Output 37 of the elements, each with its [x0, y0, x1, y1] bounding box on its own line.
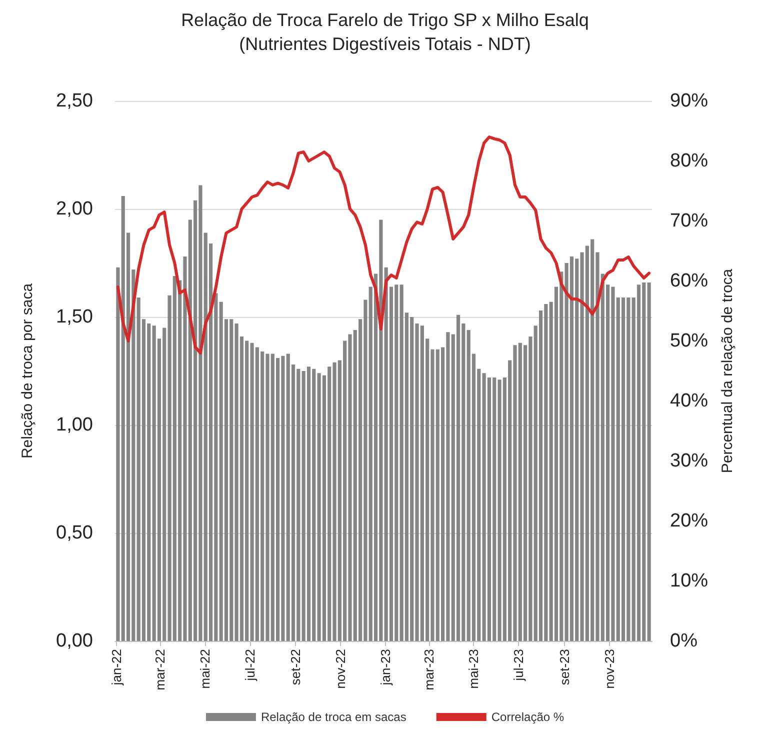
- x-tick-label: set-22: [288, 649, 303, 686]
- y-tick-label: 0,00: [56, 630, 93, 652]
- y2-axis-title: Percentual da relação de troca: [719, 268, 736, 474]
- chart-subtitle: (Nutrientes Digestíveis Totais - NDT): [239, 34, 531, 54]
- y2-tick-label: 10%: [670, 570, 708, 592]
- bar: [116, 267, 120, 641]
- y-tick-label: 2,00: [56, 198, 93, 220]
- y2-tick-label: 70%: [670, 210, 708, 232]
- x-tick-label: nov-23: [602, 649, 617, 689]
- x-tick-label: mar-22: [152, 649, 168, 690]
- y2-tick-label: 90%: [670, 90, 708, 112]
- x-tick-label: mai-23: [466, 649, 482, 689]
- y-tick-label: 0,50: [56, 522, 93, 544]
- line-series: [116, 136, 651, 354]
- y2-tick-label: 80%: [670, 150, 708, 172]
- x-tick-label: jul-22: [242, 649, 258, 682]
- y2-tick-label: 40%: [670, 390, 708, 412]
- x-tick-label: nov-22: [332, 649, 348, 689]
- legend-label: Correlação %: [491, 710, 564, 724]
- bar: [647, 282, 651, 641]
- x-tick-label: set-23: [556, 649, 572, 686]
- legend-label: Relação de troca em sacas: [260, 710, 406, 724]
- y-axis-title: Relação de troca por saca: [19, 282, 36, 459]
- x-tick-label: jan-23: [378, 649, 393, 686]
- x-tick-label: mai-22: [197, 649, 212, 689]
- x-tick-label: jan-22: [108, 649, 124, 686]
- chart-title: Relação de Troca Farelo de Trigo SP x Milho Esalq: [181, 10, 589, 30]
- y2-tick-label: 20%: [670, 510, 708, 532]
- x-tick-label: jul-23: [511, 649, 526, 682]
- x-tick-label: mar-23: [421, 649, 436, 690]
- y-tick-label: 1,00: [56, 414, 93, 436]
- y2-tick-label: 30%: [670, 450, 708, 472]
- y-tick-label: 2,50: [56, 90, 93, 112]
- y-tick-label: 1,50: [56, 306, 93, 328]
- y2-tick-label: 0%: [670, 630, 698, 652]
- y2-tick-label: 60%: [670, 270, 708, 292]
- y2-tick-label: 50%: [670, 330, 708, 352]
